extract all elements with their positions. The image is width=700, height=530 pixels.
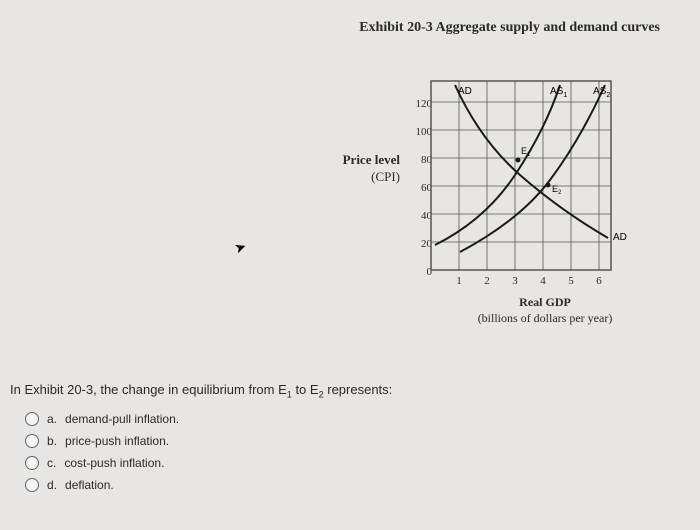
as2-label: AS2 [593,86,610,99]
y-axis-label-2: (CPI) [371,169,400,184]
question-pre: In Exhibit 20-3, the change in equilibri… [10,382,287,397]
y-tick-0: 0 [402,266,432,278]
radio-icon[interactable] [25,434,39,448]
option-letter: a. [47,412,57,426]
radio-icon[interactable] [25,412,39,426]
option-letter: d. [47,478,57,492]
question-block: In Exhibit 20-3, the change in equilibri… [10,382,392,500]
radio-icon[interactable] [25,478,39,492]
chart-container: Price level (CPI) 0 20 40 60 80 100 120 … [330,80,650,340]
y-tick-20: 20 [402,238,432,250]
x-axis-label-2: (billions of dollars per year) [478,311,613,325]
y-tick-40: 40 [402,210,432,222]
option-letter: b. [47,434,57,448]
options-list: a. demand-pull inflation. b. price-push … [10,412,392,492]
y-tick-120: 120 [402,98,432,110]
option-c[interactable]: c. cost-push inflation. [25,456,392,470]
question-post: represents: [324,382,393,397]
option-b[interactable]: b. price-push inflation. [25,434,392,448]
option-letter: c. [47,456,56,470]
y-tick-80: 80 [402,154,432,166]
ad-bottom-label: AD [613,232,627,243]
chart-svg: AD AD AS1 AS2 E1 E2 [430,80,630,280]
y-axis-label-1: Price level [343,152,400,167]
option-a[interactable]: a. demand-pull inflation. [25,412,392,426]
radio-icon[interactable] [25,456,39,470]
option-text: cost-push inflation. [64,456,164,470]
x-axis-label: Real GDP (billions of dollars per year) [455,295,635,326]
y-tick-100: 100 [402,126,432,138]
as1-label: AS1 [550,86,567,99]
option-text: price-push inflation. [65,434,169,448]
y-tick-60: 60 [402,182,432,194]
x-axis-label-1: Real GDP [519,295,571,309]
question-mid: to E [292,382,319,397]
option-text: demand-pull inflation. [65,412,179,426]
option-text: deflation. [65,478,114,492]
y-axis-label: Price level (CPI) [320,152,400,186]
option-d[interactable]: d. deflation. [25,478,392,492]
exhibit-title: Exhibit 20-3 Aggregate supply and demand… [30,20,670,36]
ad-top-label: AD [458,86,472,97]
cursor-icon: ➤ [232,239,249,259]
question-stem: In Exhibit 20-3, the change in equilibri… [10,382,392,400]
